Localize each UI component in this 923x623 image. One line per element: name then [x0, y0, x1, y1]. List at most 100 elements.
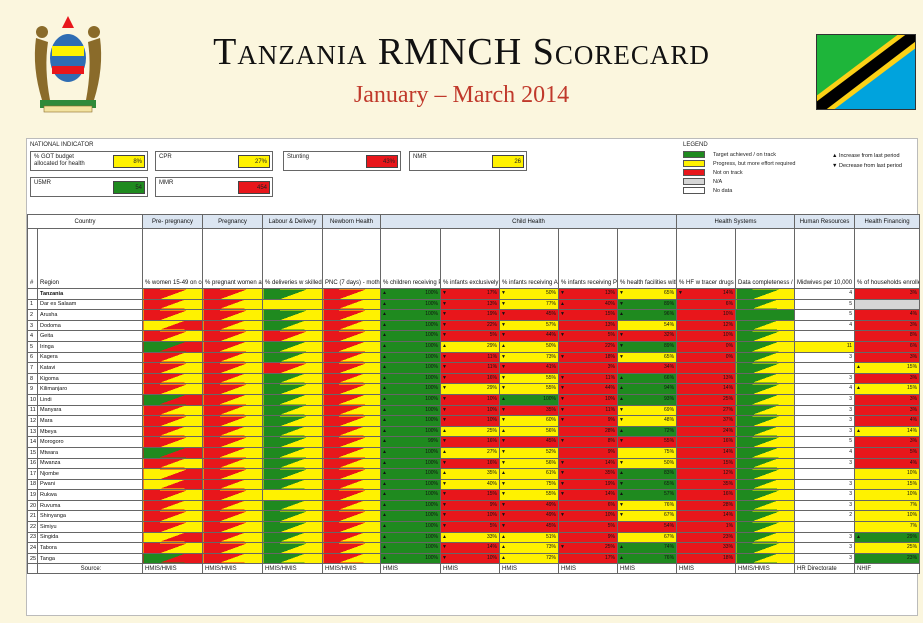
score-value: 73%	[546, 353, 557, 360]
score-value: 11	[846, 342, 853, 349]
table-row[interactable]: 10 Lindi ▲ 100% ▼ 10% ▲ 100% ▼ 10% ▲ 93% 25% 3 3%	[27, 393, 921, 406]
score-value: 12%	[723, 470, 734, 477]
score-value: 100%	[425, 554, 439, 561]
table-row[interactable]: 8 Kigoma ▲ 100% ▼ 16% ▼ 55% ▼ 11% ▲ 66% 13% 3 3%	[27, 372, 921, 385]
score-value: 35%	[487, 470, 498, 477]
score-cell: ▼ 15%	[558, 309, 619, 321]
legend-label: Target achieved / on track	[713, 152, 776, 158]
table-row[interactable]: 21 Shinyanga ▲ 100% ▼ 10% ▼ 49% ▼ 10% ▼ 67% 14% 2 10%	[27, 510, 921, 523]
table-row[interactable]: 20 Ruvuma ▲ 100% ▼ 9% ▼ 49% 6% ▼ 76% 28% 3 7%	[27, 499, 921, 512]
score-cell	[202, 362, 264, 374]
score-value: 4	[849, 290, 853, 296]
row-number: 14	[27, 436, 38, 448]
table-row[interactable]: 19 Rukwa ▲ 100% ▼ 15% ▼ 55% ▼ 14% ▲ 57% 16% 3 10%	[27, 489, 921, 501]
score-cell: 3	[794, 489, 856, 501]
score-value: 35%	[546, 406, 557, 413]
score-cell: ▲ 14%	[854, 425, 921, 438]
decrease-arrow-icon: ▼	[619, 332, 624, 339]
score-cell: 3%	[854, 319, 921, 332]
score-cell	[322, 340, 382, 353]
score-cell: 12%	[676, 319, 737, 332]
table-row[interactable]: 17 Njombe ▲ 100% ▲ 35% ▲ 61% ▼ 35% ▲ 83% 12% 10%	[27, 468, 921, 480]
table-row[interactable]: Tanzania ▲ 100% ▼ 17% ▼ 50% ▼ 13% ▼ 65% ▼ 14% 4 3%	[27, 288, 921, 300]
table-row[interactable]: 3 Dodoma ▲ 100% ▼ 22% ▼ 57% 13% 54% 12% 4 3%	[27, 319, 921, 332]
table-row[interactable]: 9 Kilimanjaro ▲ 100% ▼ 29% ▼ 55% ▼ 44% ▲ 94% 14% 4 ▲ 15…	[27, 383, 921, 395]
score-value: 33%	[723, 544, 734, 551]
score-cell: 37%	[676, 415, 737, 427]
score-value: 14%	[907, 427, 918, 434]
score-cell: ▲ 72%	[617, 425, 678, 438]
score-cell: ▼ 69%	[617, 404, 678, 417]
region-name: Tanga	[36, 552, 144, 565]
score-value: 54%	[664, 523, 675, 530]
score-cell: ▲ 29%	[440, 340, 501, 353]
increase-arrow-icon: ▲	[442, 427, 447, 434]
indicator-header: % deliveries w skilled attendent / % ins…	[262, 228, 324, 289]
score-cell: 23%	[854, 552, 921, 565]
score-value: 27%	[487, 448, 498, 455]
decrease-arrow-icon: ▼	[501, 385, 506, 392]
score-cell: 3	[794, 415, 856, 427]
table-row[interactable]: 18 Pwani ▲ 100% ▼ 40% ▼ 75% ▼ 19% ▼ 65% 35% 3 15%	[27, 478, 921, 491]
table-row[interactable]: 7 Katavi ▲ 100% ▼ 11% ▼ 41% 3% 34% ▲ 15%	[27, 362, 921, 374]
score-value: 22%	[487, 321, 498, 328]
increase-arrow-icon: ▲	[619, 554, 624, 561]
decrease-arrow-icon: ▼	[501, 417, 506, 424]
table-row[interactable]: 4 Geita ▲ 100% ▼ 5% ▼ 44% ▼ 5% ▼ 32% 10% 8%	[27, 330, 921, 342]
decrease-arrow-icon: ▼	[560, 480, 565, 487]
score-cell	[262, 446, 324, 459]
score-cell	[202, 319, 264, 332]
score-cell: ▼ 18%	[558, 351, 619, 364]
score-cell	[262, 521, 324, 533]
table-row[interactable]: 25 Tanga ▲ 100% ▼ 10% ▲ 72% 17% ▲ 76% 18% 3 23%	[27, 552, 921, 565]
table-row[interactable]: 13 Mbeya ▲ 100% ▲ 25% ▲ 56% 28% ▲ 72% 24% 3 ▲ 14%	[27, 425, 921, 438]
score-value: 69%	[664, 406, 675, 413]
score-cell: ▲ 83%	[617, 468, 678, 480]
score-value: 15%	[907, 480, 918, 487]
table-row[interactable]: 15 Mtwara ▲ 100% ▲ 27% ▼ 52% 9% 75% 14% 4 5%	[27, 446, 921, 459]
decrease-arrow-icon: ▼	[442, 300, 447, 307]
table-row[interactable]: 1 Dar es Salaam ▲ 100% ▼ 13% ▼ 77% ▲ 40% ▼ 89% 6% 5	[27, 298, 921, 311]
score-cell: 3	[794, 351, 856, 364]
score-cell	[735, 446, 796, 459]
table-row[interactable]: 2 Arusha ▲ 100% ▼ 19% ▼ 45% ▼ 15% ▲ 96% 10% 5 4%	[27, 309, 921, 321]
score-cell	[142, 425, 204, 438]
score-value: 100%	[425, 364, 439, 371]
score-cell: ▼ 40%	[440, 478, 501, 491]
row-number	[27, 288, 38, 300]
table-row[interactable]: 22 Simiyu ▲ 100% ▼ 5% ▼ 45% 5% 54% 1% 7%	[27, 521, 921, 533]
score-cell: ▼ 76%	[617, 499, 678, 512]
increase-arrow-icon: ▲	[382, 385, 387, 392]
decrease-arrow-icon: ▼	[560, 417, 565, 424]
score-value: 52%	[546, 448, 557, 455]
decrease-arrow-icon: ▼	[619, 417, 624, 424]
score-cell	[794, 362, 856, 374]
increase-arrow-icon: ▲	[382, 480, 387, 487]
increase-arrow-icon: ▲	[382, 395, 387, 402]
table-row[interactable]: 14 Morogoro ▲ 99% ▼ 16% ▼ 45% ▼ 8% ▼ 55% 16% 5 3%	[27, 436, 921, 448]
score-cell: ▼ 55%	[499, 489, 560, 501]
score-cell: ▲ 51%	[499, 531, 560, 544]
col-region: Region	[36, 228, 144, 289]
score-cell: ▼ 10%	[558, 510, 619, 523]
score-cell	[262, 372, 324, 385]
table-row[interactable]: 11 Manyara ▲ 100% ▼ 10% ▼ 35% ▼ 11% ▼ 69% 27% 3 3%	[27, 404, 921, 417]
score-value: 15%	[907, 364, 918, 371]
table-row[interactable]: 12 Mara ▲ 100% ▼ 10% ▼ 60% ▼ 9% ▼ 48% 37% 3 4%	[27, 415, 921, 427]
table-row[interactable]: 16 Mwanza ▲ 100% ▼ 16% ▼ 56% ▼ 14% ▼ 50% 15% 3 4%	[27, 457, 921, 470]
score-cell	[735, 499, 796, 512]
score-cell: 35%	[676, 478, 737, 491]
page-subtitle: January – March 2014	[353, 82, 570, 108]
score-cell: 3%	[854, 393, 921, 406]
score-value: 4%	[909, 417, 918, 424]
score-value: 3%	[909, 353, 918, 360]
decrease-arrow-icon: ▼	[560, 385, 565, 392]
table-row[interactable]: 5 Iringa ▲ 100% ▲ 29% ▲ 50% 22% ▼ 89% 0% 11 6%	[27, 340, 921, 353]
score-cell	[142, 393, 204, 406]
tanzania-flag-icon	[816, 34, 916, 110]
table-row[interactable]: 23 Singida ▲ 100% ▲ 33% ▲ 51% 9% 67% 23% 3 ▲ 29%	[27, 531, 921, 544]
score-cell	[262, 542, 324, 554]
row-number: 11	[27, 404, 38, 417]
table-row[interactable]: 6 Kagera ▲ 100% ▼ 11% ▼ 73% ▼ 18% ▼ 65% 0% 3 3%	[27, 351, 921, 364]
table-row[interactable]: 24 Tabora ▲ 100% ▼ 14% ▲ 73% ▼ 25% ▲ 74% 33% 3 25%	[27, 542, 921, 554]
